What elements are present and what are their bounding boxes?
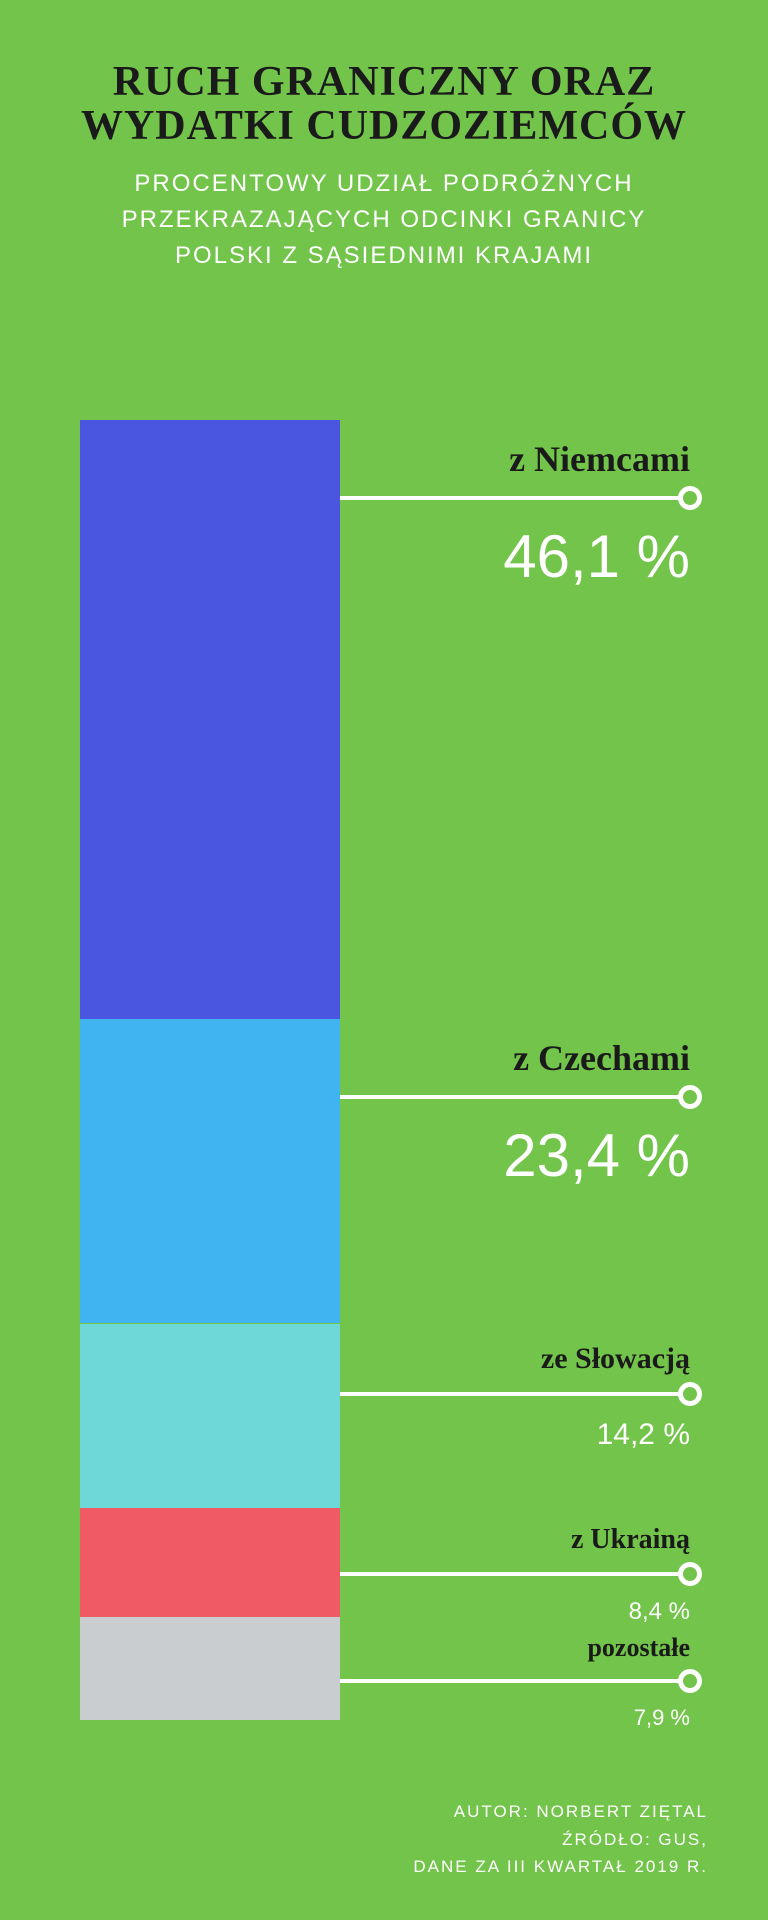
footer-date: DANE ZA III KWARTAŁ 2019 R. [413,1857,708,1876]
segment-callout: z Ukrainą 8,4 % [350,1524,710,1626]
segment-label: z Niemcami [350,438,710,480]
subtitle-line3: POLSKI Z SĄSIEDNIMI KRAJAMI [175,242,593,269]
callout-marker-icon [678,1669,702,1693]
segment-callout: pozostałe 7,9 % [350,1633,710,1731]
page-title: RUCH GRANICZNY ORAZ WYDATKI CUDZOZIEMCÓW [40,60,728,148]
segment-callout: ze Słowacją 14,2 % [350,1342,710,1452]
callout-marker-icon [678,486,702,510]
segment-value: 46,1 % [350,522,710,591]
segment-value: 14,2 % [350,1418,710,1452]
header: RUCH GRANICZNY ORAZ WYDATKI CUDZOZIEMCÓW… [0,0,768,274]
callout-marker-icon [678,1382,702,1406]
stacked-bar-chart: z Niemcami46,1 %z Czechami23,4 %ze Słowa… [80,420,700,1720]
footer-source: ŹRÓDŁO: GUS, [562,1830,708,1849]
bar-segment [80,1324,340,1509]
subtitle-line2: PRZEKRAZAJĄCYCH ODCINKI GRANICY [122,206,647,233]
subtitle-line1: PROCENTOWY UDZIAŁ PODRÓŻNYCH [134,170,633,197]
segment-label: pozostałe [350,1633,710,1663]
segment-label: z Czechami [350,1037,710,1079]
segment-value: 23,4 % [350,1121,710,1190]
segment-value: 8,4 % [350,1598,710,1626]
segment-callout: z Niemcami 46,1 % [350,438,710,591]
segment-label: ze Słowacją [350,1342,710,1376]
segment-label: z Ukrainą [350,1524,710,1556]
bar-segment [80,1019,340,1323]
page-subtitle: PROCENTOWY UDZIAŁ PODRÓŻNYCH PRZEKRAZAJĄ… [40,166,728,274]
callout-marker-icon [678,1085,702,1109]
footer-author: AUTOR: NORBERT ZIĘTAL [454,1802,708,1821]
callout-line [350,486,710,510]
callout-line [350,1562,710,1586]
bar-segment [80,1617,340,1720]
callout-line [350,1669,710,1693]
title-line2: WYDATKI CUDZOZIEMCÓW [81,103,687,149]
segment-callout: z Czechami 23,4 % [350,1037,710,1190]
callout-marker-icon [678,1562,702,1586]
segment-value: 7,9 % [350,1705,710,1731]
callout-line [350,1382,710,1406]
title-line1: RUCH GRANICZNY ORAZ [113,59,655,105]
callout-line [350,1085,710,1109]
bar-segment [80,420,340,1019]
bar-segment [80,1508,340,1617]
bar-stack [80,420,340,1720]
footer-credits: AUTOR: NORBERT ZIĘTAL ŹRÓDŁO: GUS, DANE … [413,1798,708,1880]
